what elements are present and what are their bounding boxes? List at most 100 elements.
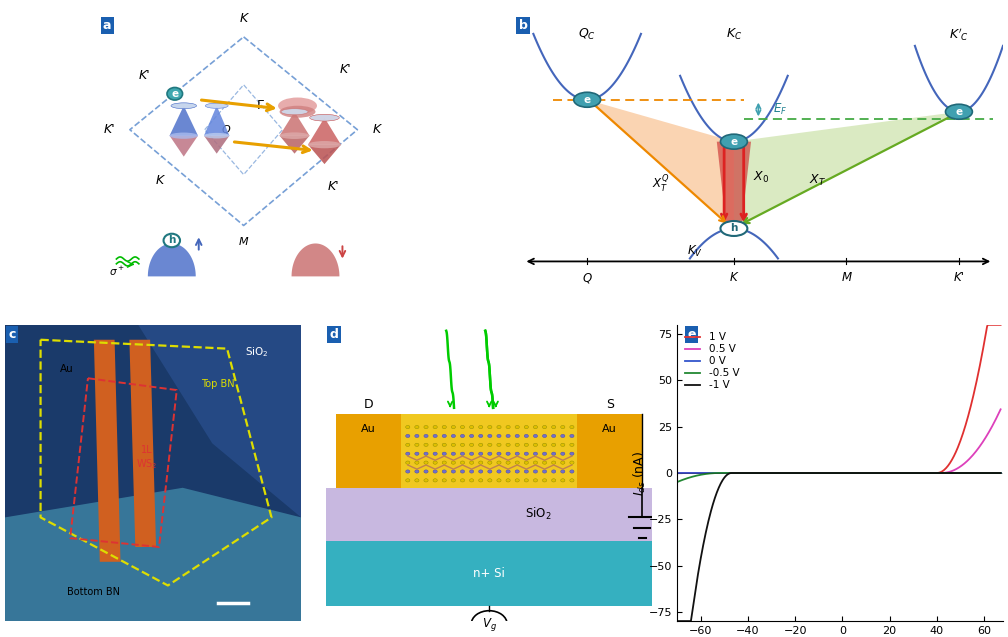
Ellipse shape [443,452,447,455]
Ellipse shape [515,479,519,482]
Text: K': K' [139,69,150,82]
1 V [988,321,1000,329]
1 V [864,469,876,476]
Ellipse shape [414,479,419,482]
Polygon shape [5,488,301,621]
Ellipse shape [515,443,519,447]
Ellipse shape [206,103,228,108]
Ellipse shape [721,134,747,149]
-0.5 V [864,469,876,476]
Text: h: h [730,224,738,234]
Text: $\Gamma$: $\Gamma$ [256,99,264,112]
Ellipse shape [533,470,537,473]
Text: $\sigma^+$: $\sigma^+$ [109,265,125,278]
Ellipse shape [424,461,428,464]
Ellipse shape [452,426,456,429]
Ellipse shape [279,106,316,118]
Text: e: e [584,95,591,104]
Ellipse shape [433,434,437,438]
Polygon shape [204,136,230,154]
Ellipse shape [533,479,537,482]
Polygon shape [291,243,340,276]
Ellipse shape [542,426,546,429]
Ellipse shape [433,426,437,429]
Ellipse shape [405,461,410,464]
0 V [827,469,839,476]
Text: K: K [730,271,738,284]
Ellipse shape [497,452,501,455]
Ellipse shape [515,434,519,438]
Ellipse shape [551,426,555,429]
Ellipse shape [488,434,492,438]
Ellipse shape [479,452,483,455]
Ellipse shape [506,470,510,473]
Text: a: a [103,19,112,32]
Ellipse shape [551,479,555,482]
Ellipse shape [443,434,447,438]
Ellipse shape [551,461,555,464]
Text: M: M [842,271,852,284]
Legend: 1 V, 0.5 V, 0 V, -0.5 V, -1 V: 1 V, 0.5 V, 0 V, -0.5 V, -1 V [682,330,741,392]
-0.5 V [828,469,840,476]
1 V [982,321,994,329]
0 V [825,469,837,476]
1 V [827,469,839,476]
0 V [671,469,683,476]
Text: Au: Au [603,424,617,434]
Ellipse shape [443,426,447,429]
Ellipse shape [574,92,601,107]
Polygon shape [308,118,341,145]
-1 V [826,469,838,476]
Ellipse shape [533,434,537,438]
Ellipse shape [452,461,456,464]
Ellipse shape [479,461,483,464]
Ellipse shape [515,461,519,464]
Ellipse shape [479,443,483,447]
Polygon shape [734,111,959,229]
Ellipse shape [443,470,447,473]
Text: K': K' [954,271,965,284]
Ellipse shape [470,470,474,473]
Y-axis label: $I_{ds}$ (nA): $I_{ds}$ (nA) [631,450,647,496]
Text: e: e [956,107,963,117]
Ellipse shape [542,470,546,473]
Ellipse shape [570,443,574,447]
Line: 0.5 V: 0.5 V [677,410,1001,473]
Text: K': K' [328,180,340,193]
0.5 V [936,469,949,476]
Text: S: S [606,398,614,412]
Text: d: d [330,328,339,341]
Ellipse shape [479,426,483,429]
Ellipse shape [279,132,309,139]
Ellipse shape [461,443,465,447]
Ellipse shape [488,479,492,482]
Text: $E_F$: $E_F$ [773,102,787,117]
1 V [671,469,683,476]
-0.5 V [988,469,1000,476]
Ellipse shape [488,443,492,447]
-1 V [988,469,1000,476]
Text: SiO$_2$: SiO$_2$ [245,346,268,359]
Bar [327,488,652,541]
Text: Q: Q [222,125,230,134]
Ellipse shape [506,452,510,455]
Ellipse shape [405,434,410,438]
Ellipse shape [433,470,437,473]
Ellipse shape [542,443,546,447]
Text: Top BN: Top BN [202,379,235,389]
Text: $K'_C$: $K'_C$ [949,26,969,43]
Ellipse shape [452,452,456,455]
Ellipse shape [405,452,410,455]
Ellipse shape [414,434,419,438]
Ellipse shape [443,479,447,482]
Ellipse shape [424,426,428,429]
Text: $X_T^Q$: $X_T^Q$ [652,173,669,194]
Ellipse shape [560,470,564,473]
Text: e: e [731,137,738,147]
0.5 V [864,469,876,476]
-1 V [864,469,876,476]
Polygon shape [204,106,230,136]
Ellipse shape [461,434,465,438]
Ellipse shape [533,443,537,447]
Ellipse shape [452,479,456,482]
